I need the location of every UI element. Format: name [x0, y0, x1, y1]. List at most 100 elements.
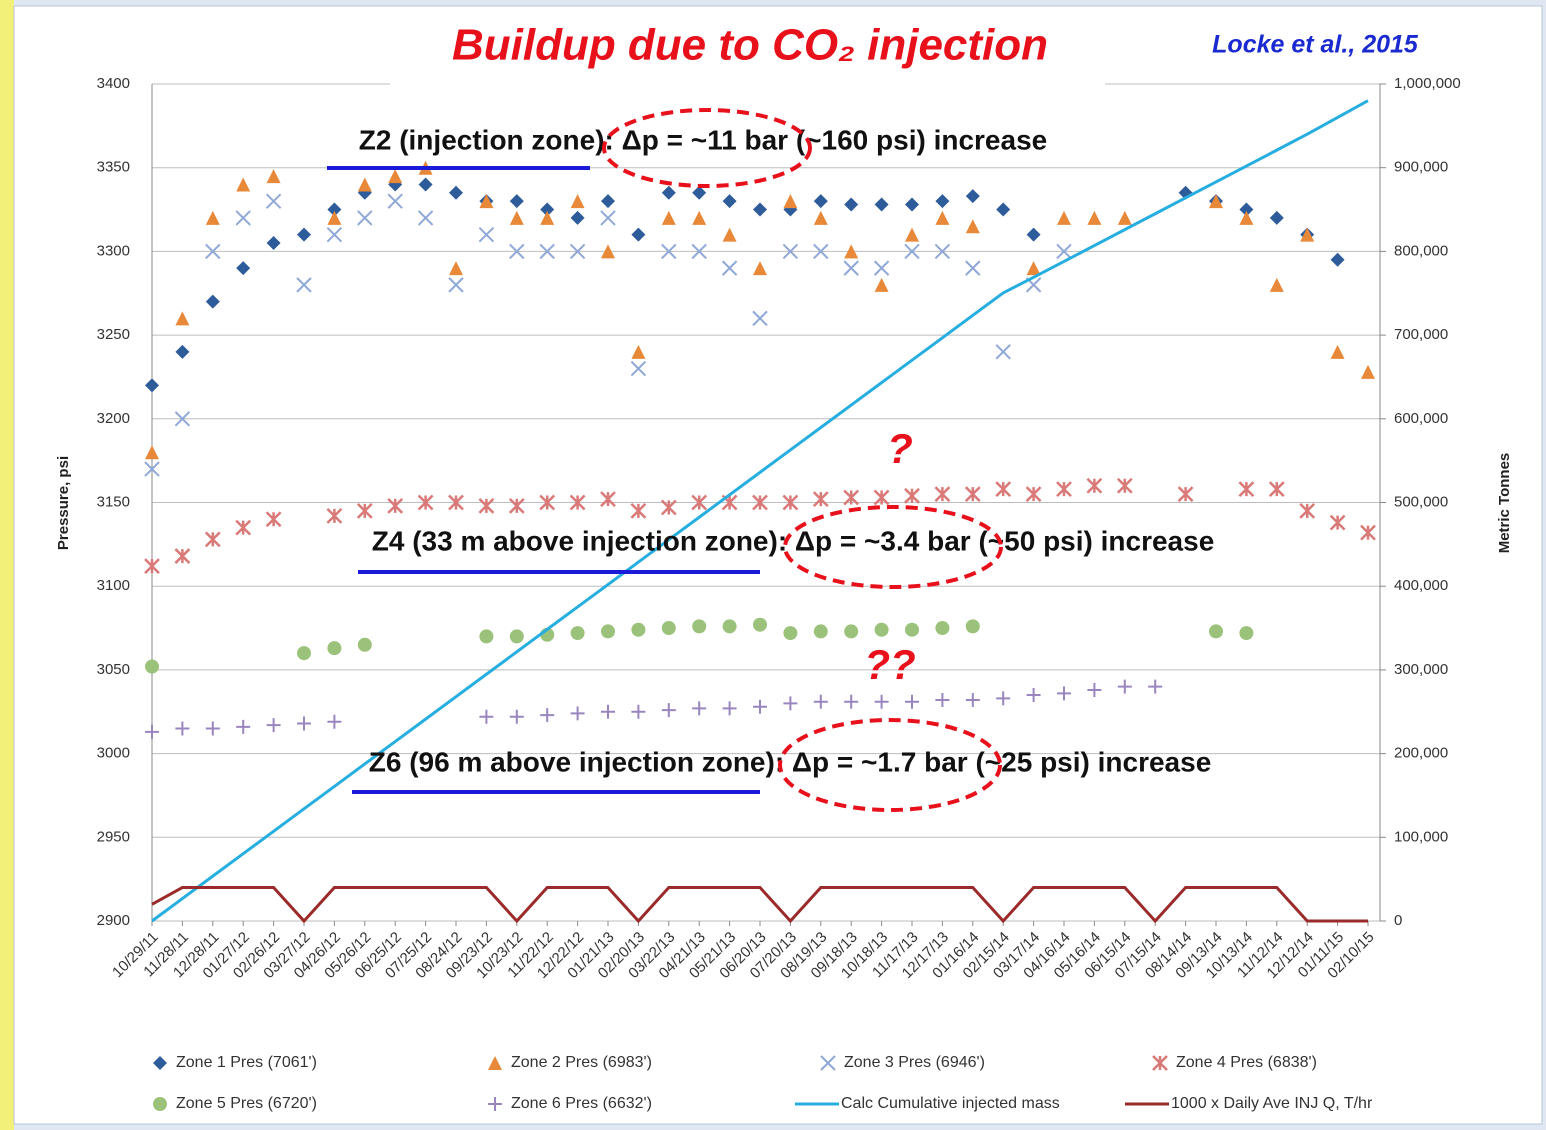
marker-diamond	[1330, 252, 1345, 267]
marker-x	[630, 360, 647, 377]
legend-item: Zone 2 Pres (6983')	[488, 1054, 652, 1071]
marker-x	[144, 461, 160, 477]
marker-triangle	[205, 210, 220, 225]
legend-label: Zone 6 Pres (6632')	[511, 1095, 652, 1112]
marker-plus	[205, 721, 220, 736]
marker-diamond	[661, 185, 676, 200]
marker-plus	[266, 718, 281, 733]
marker-triangle	[1026, 261, 1041, 276]
marker-plus	[1026, 688, 1041, 703]
y2-tick-label: 700,000	[1394, 326, 1448, 343]
marker-diamond	[631, 227, 646, 242]
marker-triangle	[1330, 344, 1345, 359]
y-tick-label: 3000	[97, 745, 130, 762]
marker-diamond	[145, 378, 159, 393]
marker-triangle	[1117, 210, 1132, 225]
y2-tick-label: 400,000	[1394, 577, 1448, 594]
underlines	[327, 166, 760, 794]
marker-x	[965, 260, 981, 276]
marker-diamond	[570, 210, 585, 225]
y-tick-label: 3350	[97, 159, 130, 176]
marker-x	[661, 243, 677, 260]
marker-x	[995, 344, 1011, 360]
marker-x	[691, 243, 707, 260]
marker-diamond	[297, 227, 311, 242]
marker-plus	[488, 1097, 502, 1111]
marker-asterisk	[417, 494, 434, 511]
marker-x	[357, 210, 373, 226]
marker-triangle	[601, 244, 615, 259]
marker-x	[873, 260, 890, 276]
marker-diamond	[418, 177, 433, 192]
legend-item: 1000 x Daily Ave INJ Q, T/hr	[1125, 1095, 1373, 1112]
marker-asterisk	[995, 481, 1012, 497]
marker-triangle	[449, 261, 463, 276]
marker-asterisk	[600, 491, 616, 508]
marker-diamond	[722, 194, 737, 209]
marker-diamond	[1269, 210, 1284, 225]
marker-diamond	[540, 202, 555, 217]
line-series	[151, 886, 1368, 924]
marker-triangle	[1209, 194, 1223, 209]
marker-plus	[236, 719, 251, 734]
marker-plus	[996, 691, 1011, 706]
marker-asterisk	[265, 511, 282, 528]
marker-diamond	[601, 194, 615, 209]
y-tick-label: 3400	[97, 75, 130, 92]
marker-asterisk	[873, 489, 890, 506]
marker-circle	[661, 621, 676, 636]
marker-asterisk	[508, 497, 525, 514]
source: Locke et al., 2015	[1212, 31, 1419, 59]
marker-asterisk	[1360, 524, 1376, 541]
marker-asterisk	[326, 508, 343, 524]
highlights	[602, 108, 1003, 812]
marker-circle	[692, 619, 707, 634]
marker-triangle	[813, 210, 828, 225]
marker-circle	[479, 629, 494, 644]
marker-triangle	[661, 210, 676, 225]
legend-item: Zone 6 Pres (6632')	[488, 1095, 652, 1112]
marker-triangle	[905, 227, 919, 242]
marker-circle	[297, 646, 311, 661]
marker-triangle	[753, 261, 767, 276]
marker-diamond	[175, 344, 190, 359]
marker-triangle	[1361, 364, 1375, 379]
marker-asterisk	[448, 494, 464, 511]
marker-asterisk	[660, 499, 677, 516]
marker-x	[387, 193, 403, 209]
y2-tick-label: 1,000,000	[1394, 75, 1461, 92]
legend-label: Zone 3 Pres (6946')	[844, 1054, 985, 1071]
marker-diamond	[996, 202, 1011, 217]
marker-triangle	[479, 194, 494, 209]
marker-triangle	[488, 1056, 502, 1070]
y2-axis-label: Metric Tonnes	[1496, 453, 1513, 554]
marker-asterisk	[812, 491, 829, 508]
marker-plus	[844, 694, 859, 709]
marker-asterisk	[356, 502, 373, 519]
marker-x	[265, 193, 282, 209]
y-tick-label: 3150	[97, 493, 130, 510]
marker-x	[934, 243, 951, 260]
marker-circle	[1209, 624, 1223, 639]
marker-x	[539, 243, 555, 260]
marker-plus	[297, 716, 311, 731]
marker-circle	[935, 621, 950, 636]
marker-x	[417, 210, 434, 226]
marker-triangle	[357, 177, 372, 192]
marker-asterisk	[569, 494, 586, 511]
marker-circle	[570, 626, 585, 641]
legend-item: Zone 4 Pres (6838')	[1152, 1054, 1317, 1071]
marker-x	[782, 243, 799, 260]
marker-plus	[753, 699, 767, 714]
marker-diamond	[965, 189, 980, 204]
marker-asterisk	[478, 497, 495, 514]
marker-asterisk	[539, 494, 556, 511]
marker-plus	[935, 693, 950, 708]
marker-plus	[1057, 686, 1071, 701]
marker-x	[569, 243, 586, 260]
marker-triangle	[874, 277, 889, 292]
y2-tick-label: 300,000	[1394, 661, 1448, 678]
legend-label: Zone 1 Pres (7061')	[176, 1054, 317, 1071]
marker-triangle	[844, 244, 859, 259]
